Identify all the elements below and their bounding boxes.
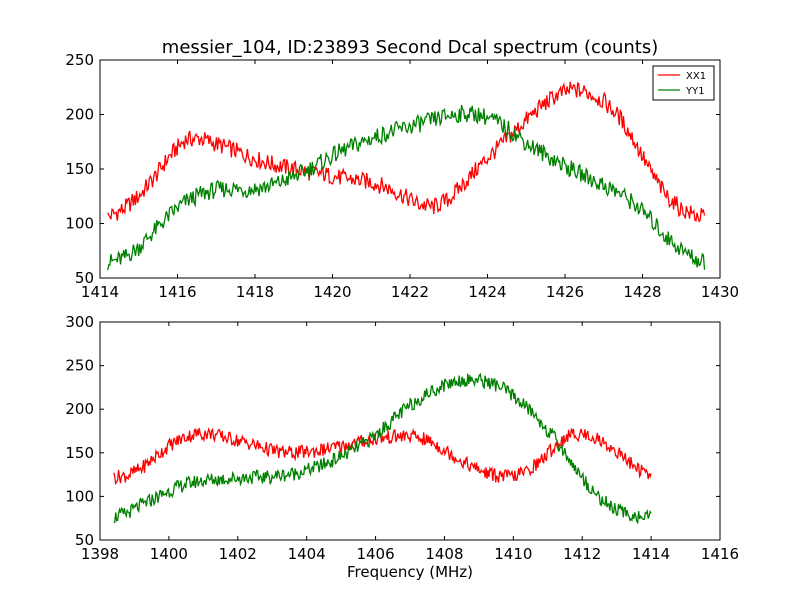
chart-title: messier_104, ID:23893 Second Dcal spectr…	[162, 37, 658, 58]
x-axis-label: Frequency (MHz)	[347, 563, 473, 581]
y-tick-label: 50	[75, 269, 94, 287]
y-tick-label: 150	[65, 160, 94, 178]
y-tick-label: 250	[65, 51, 94, 69]
legend-label: YY1	[685, 86, 705, 97]
x-tick-label: 1420	[313, 283, 351, 301]
y-tick-label: 100	[65, 215, 94, 233]
x-tick-label: 1406	[356, 545, 394, 563]
x-tick-label: 1430	[701, 283, 739, 301]
y-tick-label: 50	[75, 531, 94, 549]
legend-box	[652, 65, 715, 101]
x-tick-label: 1414	[81, 283, 119, 301]
x-tick-label: 1412	[563, 545, 601, 563]
bottom-panel: 1398 1400 1402 1404 1406 1408 1410 1412 1414 1416…	[65, 313, 739, 563]
series-line-xx1	[113, 427, 652, 486]
y-tick-label: 200	[65, 400, 94, 418]
x-tick-label: 1404	[288, 545, 326, 563]
series-line-xx1	[107, 81, 706, 223]
x-tick-label: 1416	[158, 283, 196, 301]
axes-frame	[99, 321, 721, 541]
x-tick-label: 1416	[701, 545, 739, 563]
y-tick-label: 150	[65, 444, 94, 462]
top-panel: 1414 1416 1418 1420 1422 1424 1426 1428 1430 50 10…	[65, 51, 739, 301]
x-tick-label: 1402	[219, 545, 257, 563]
y-tick-label: 100	[65, 487, 94, 505]
series-line-yy1	[113, 372, 652, 525]
x-tick-label: 1410	[494, 545, 532, 563]
y-tick-label: 200	[65, 106, 94, 124]
x-tick-label: 1418	[236, 283, 274, 301]
x-tick-label: 1422	[391, 283, 429, 301]
x-tick-label: 1426	[546, 283, 584, 301]
x-tick-label: 1424	[468, 283, 506, 301]
plot-area	[113, 372, 652, 525]
x-tick-label: 1414	[632, 545, 670, 563]
x-tick-label: 1428	[623, 283, 661, 301]
y-tick-label: 300	[65, 313, 94, 331]
legend-label: XX1	[686, 71, 706, 82]
plot-area	[107, 81, 706, 271]
x-tick-label: 1400	[150, 545, 188, 563]
y-tick-label: 250	[65, 357, 94, 375]
series-line-yy1	[107, 104, 706, 271]
x-tick-label: 1408	[425, 545, 463, 563]
x-tick-label: 1398	[81, 545, 119, 563]
